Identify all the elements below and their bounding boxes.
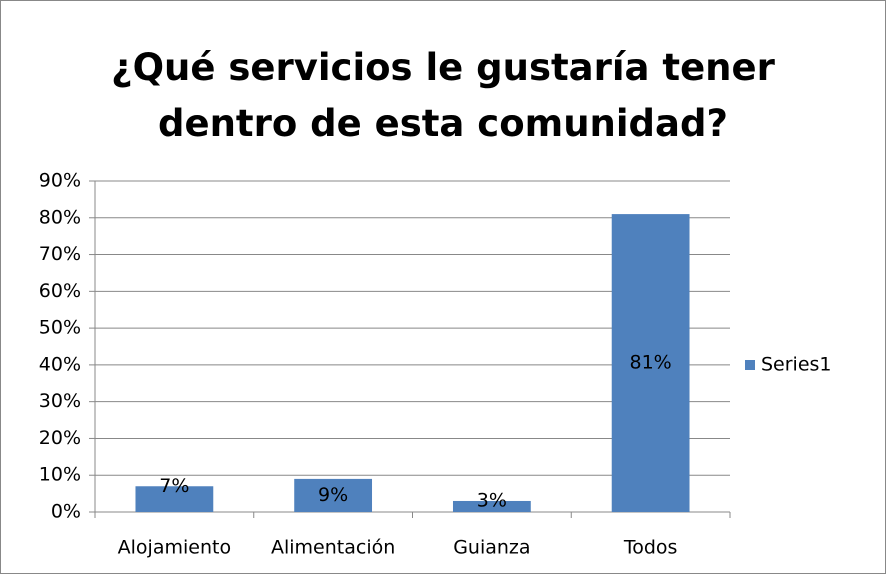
x-tick-label: Guianza <box>453 537 530 559</box>
bar <box>611 214 690 512</box>
y-tick-label: 10% <box>39 464 81 486</box>
legend-swatch <box>745 360 755 370</box>
y-tick-label: 50% <box>39 317 81 339</box>
y-tick-label: 0% <box>51 501 81 523</box>
y-tick-label: 30% <box>39 390 81 412</box>
y-tick-label: 20% <box>39 427 81 449</box>
value-label: 7% <box>159 475 189 497</box>
bar <box>452 500 531 512</box>
bar <box>135 486 214 512</box>
y-tick-label: 40% <box>39 353 81 375</box>
y-tick-label: 70% <box>39 243 81 265</box>
x-tick-label: Alimentación <box>271 537 395 559</box>
value-label: 3% <box>477 489 507 511</box>
x-tick-label: Todos <box>623 537 678 559</box>
bar <box>294 478 373 512</box>
y-tick-label: 60% <box>39 280 81 302</box>
value-label: 9% <box>318 484 348 506</box>
value-label: 81% <box>630 352 672 374</box>
chart-title: ¿Qué servicios le gustaría tener dentro … <box>111 46 775 145</box>
y-tick-label: 80% <box>39 206 81 228</box>
legend-label: Series1 <box>761 354 832 376</box>
y-tick-label: 90% <box>39 170 81 192</box>
x-tick-label: Alojamiento <box>118 537 231 559</box>
